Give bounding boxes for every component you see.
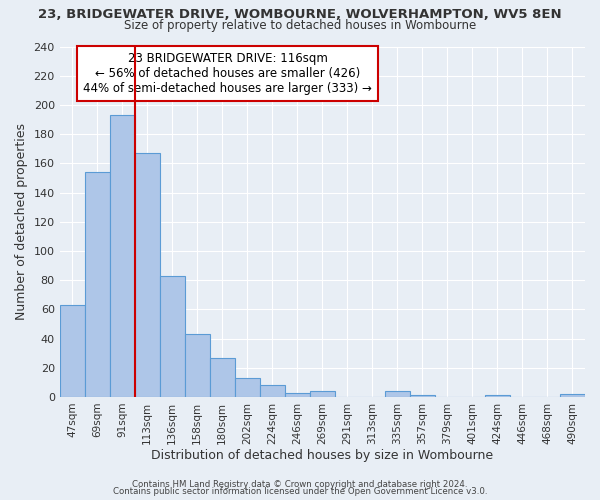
Bar: [385, 391, 410, 397]
Bar: [185, 334, 210, 397]
Y-axis label: Number of detached properties: Number of detached properties: [15, 123, 28, 320]
Bar: [560, 394, 585, 397]
Bar: [160, 276, 185, 397]
Bar: [135, 153, 160, 397]
Bar: [85, 172, 110, 397]
X-axis label: Distribution of detached houses by size in Wombourne: Distribution of detached houses by size …: [151, 450, 493, 462]
Bar: [285, 392, 310, 397]
Text: 23 BRIDGEWATER DRIVE: 116sqm
← 56% of detached houses are smaller (426)
44% of s: 23 BRIDGEWATER DRIVE: 116sqm ← 56% of de…: [83, 52, 372, 95]
Bar: [210, 358, 235, 397]
Bar: [260, 386, 285, 397]
Bar: [410, 396, 435, 397]
Bar: [59, 305, 85, 397]
Bar: [310, 391, 335, 397]
Bar: [485, 396, 510, 397]
Text: Contains public sector information licensed under the Open Government Licence v3: Contains public sector information licen…: [113, 488, 487, 496]
Text: 23, BRIDGEWATER DRIVE, WOMBOURNE, WOLVERHAMPTON, WV5 8EN: 23, BRIDGEWATER DRIVE, WOMBOURNE, WOLVER…: [38, 8, 562, 20]
Text: Contains HM Land Registry data © Crown copyright and database right 2024.: Contains HM Land Registry data © Crown c…: [132, 480, 468, 489]
Bar: [110, 115, 135, 397]
Text: Size of property relative to detached houses in Wombourne: Size of property relative to detached ho…: [124, 18, 476, 32]
Bar: [235, 378, 260, 397]
